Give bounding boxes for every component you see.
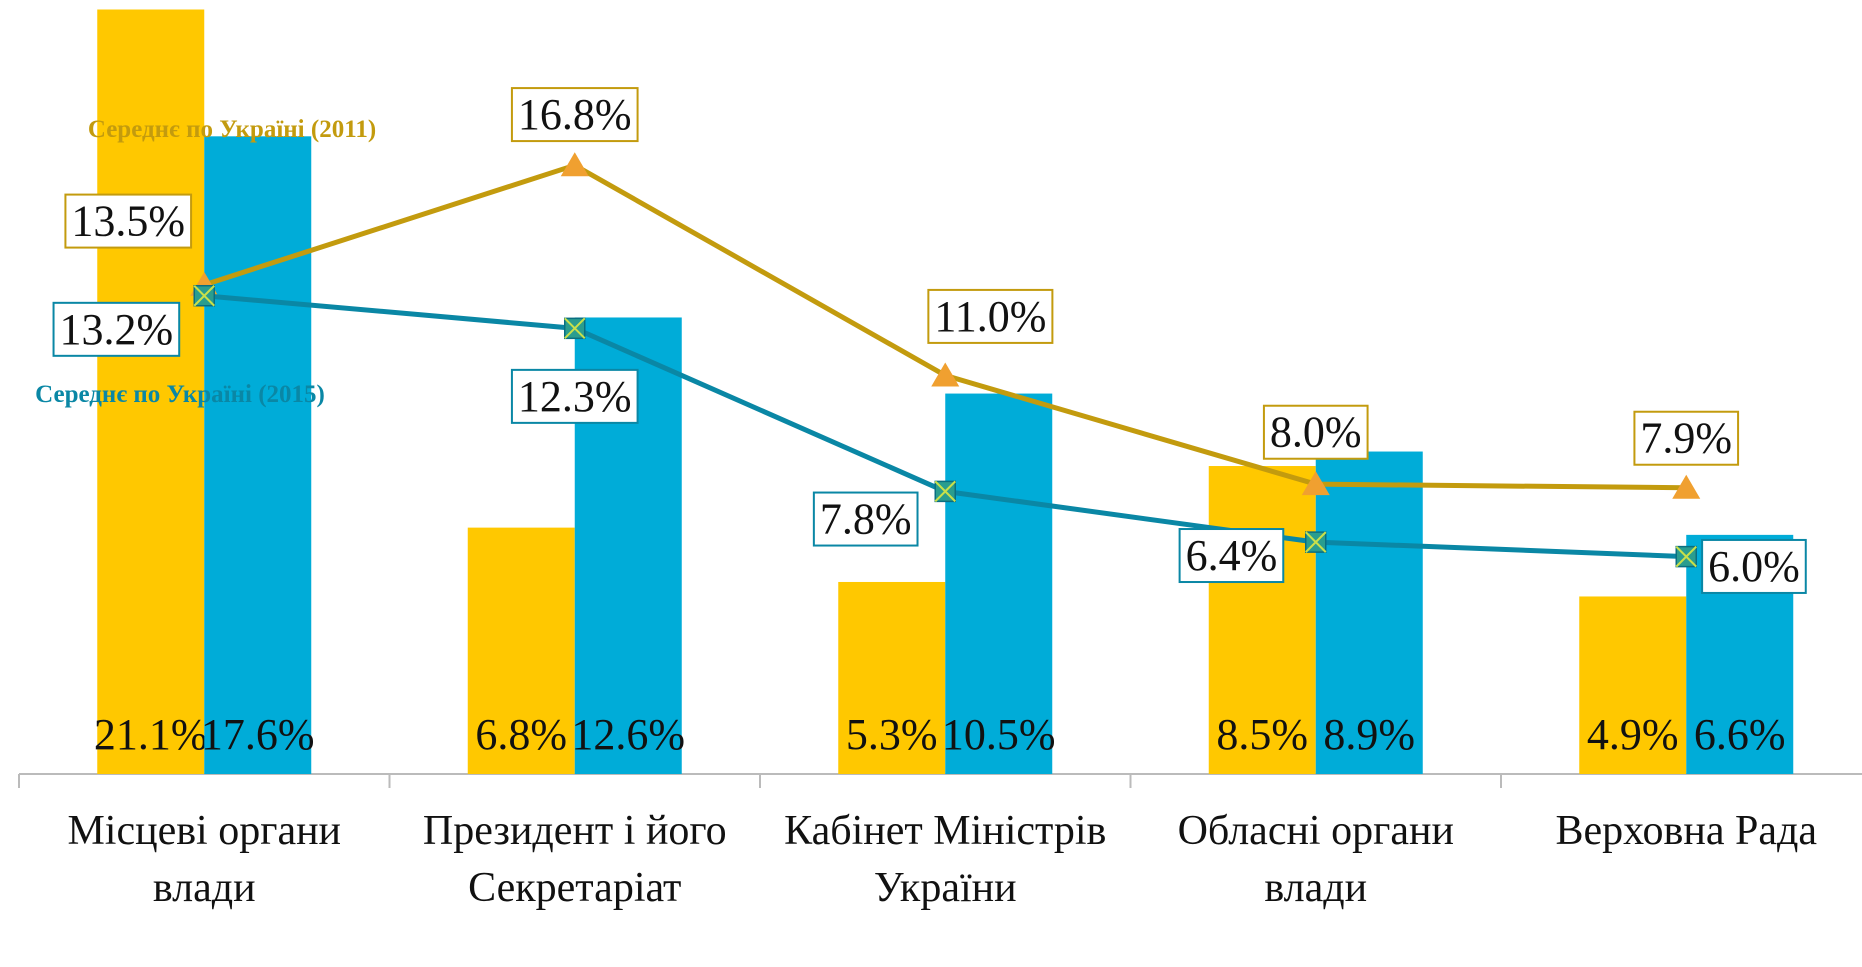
label-box [510, 368, 639, 424]
value-label: 6.0% [1701, 538, 1807, 594]
value-label: 13.5% [64, 193, 193, 249]
marker [1675, 545, 1697, 568]
label-box [52, 301, 181, 357]
marker [1305, 531, 1327, 553]
bar [838, 581, 946, 774]
value-label: 11.0% [927, 288, 1054, 344]
marker [564, 317, 586, 340]
value-label: 16.8% [510, 87, 639, 143]
x-tick-label: Верховна Рада [1555, 808, 1817, 854]
label-box [812, 491, 919, 547]
value-label: 7.8% [812, 491, 919, 547]
bar-value-label: 8.9% [1323, 710, 1415, 759]
x-tick-label: Обласні органи влади [1177, 808, 1454, 911]
bar [1579, 596, 1687, 774]
line-value-label: 11.0% [934, 292, 1046, 341]
bar-value-label: 4.9% [1587, 710, 1679, 759]
marker [193, 284, 215, 307]
value-label: 13.2% [52, 301, 181, 357]
marker-cross [1675, 545, 1697, 568]
bar [945, 393, 1053, 774]
x-tick-label: Президент і його Секретаріат [422, 808, 727, 911]
line-value-label: 7.8% [820, 495, 912, 544]
label-box [1262, 404, 1369, 460]
bar [97, 9, 205, 774]
label-box [64, 193, 193, 249]
line-value-label: 16.8% [518, 90, 632, 139]
value-label: 7.9% [1633, 410, 1740, 466]
label-box [1178, 528, 1285, 584]
marker-cross [1305, 531, 1327, 553]
line-value-label: 13.5% [71, 197, 185, 246]
label-box [1633, 410, 1740, 466]
line-value-label: 13.2% [60, 305, 174, 354]
marker [1672, 474, 1701, 499]
bar-value-label: 12.6% [571, 710, 685, 759]
label-box [510, 87, 639, 143]
marker-cross [934, 480, 956, 503]
line-value-label: 6.0% [1708, 542, 1800, 591]
line-value-label: 8.0% [1270, 408, 1362, 457]
bar-value-label: 17.6% [201, 710, 315, 759]
x-tick-label: Місцеві органи влади [67, 808, 342, 911]
bar [1315, 451, 1423, 774]
bar-value-label: 5.3% [846, 710, 938, 759]
value-label: 6.4% [1178, 528, 1285, 584]
bar-value-label: 6.8% [475, 710, 567, 759]
marker [934, 480, 956, 503]
marker [560, 152, 589, 177]
marker [1301, 471, 1330, 496]
x-tick-label: Кабінет Міністрів України [784, 808, 1107, 911]
line-value-label: 12.3% [518, 372, 632, 421]
bar [467, 527, 575, 774]
label-box [1701, 538, 1807, 594]
bar [204, 136, 312, 774]
marker-cross [564, 317, 586, 340]
series-annotation: Середнє по Україні (2015) [35, 381, 325, 408]
label-box [927, 288, 1054, 344]
bar [1208, 466, 1316, 774]
bar-value-label: 10.5% [942, 710, 1056, 759]
line-value-label: 7.9% [1640, 414, 1732, 463]
marker-cross [193, 285, 215, 307]
value-label: 12.3% [510, 368, 639, 424]
value-label: 8.0% [1262, 404, 1369, 460]
bar-value-label: 21.1% [94, 710, 208, 759]
bar-value-label: 8.5% [1216, 710, 1308, 759]
series-annotation: Середнє по Україні (2011) [87, 116, 377, 143]
bar-value-label: 6.6% [1694, 710, 1786, 759]
marker [931, 362, 960, 387]
line-value-label: 6.4% [1186, 531, 1278, 580]
